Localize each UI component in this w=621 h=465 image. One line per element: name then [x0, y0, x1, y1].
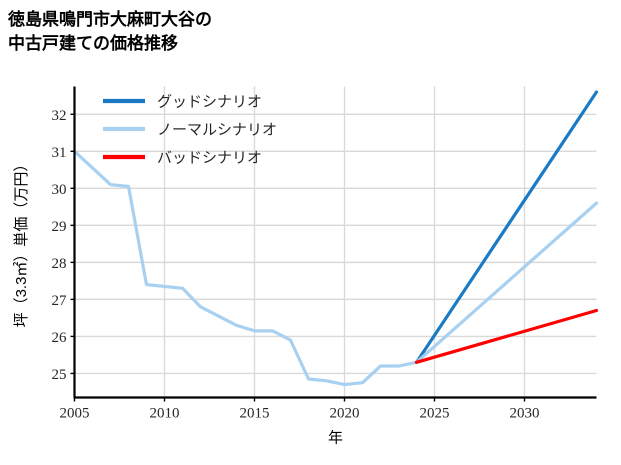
x-tick-label: 2025 — [420, 406, 450, 422]
series-line — [414, 90, 599, 364]
y-tick-label: 26 — [52, 330, 68, 346]
x-tick-label: 2015 — [240, 406, 270, 422]
series-line — [414, 201, 599, 364]
axes-layer — [70, 86, 597, 402]
x-axis-title: 年 — [328, 430, 343, 447]
series-line — [72, 149, 419, 387]
x-tick-label: 2010 — [150, 406, 180, 422]
y-tick-label: 32 — [52, 108, 67, 124]
x-tick-label: 2030 — [510, 406, 540, 422]
y-tick-label: 30 — [52, 182, 67, 198]
y-tick-label: 28 — [52, 256, 67, 272]
x-tick-label: 2005 — [60, 406, 90, 422]
data-series-layer — [72, 90, 599, 387]
series-line — [414, 308, 599, 364]
page-title: 徳島県鳴門市大麻町大谷の 中古戸建ての価格推移 — [8, 10, 212, 54]
legend-item-label: ノーマルシナリオ — [157, 123, 277, 139]
y-tick-label: 29 — [52, 219, 67, 235]
legend-item-label: バッドシナリオ — [157, 151, 262, 167]
y-tick-label: 25 — [52, 367, 67, 383]
x-tick-label: 2020 — [330, 406, 360, 422]
y-tick-label: 27 — [52, 293, 68, 309]
gridlines — [74, 86, 597, 398]
legend-item-label: グッドシナリオ — [157, 94, 262, 111]
axis-titles: 年 坪（3.3㎡）単価（万円） — [13, 157, 343, 447]
axis-tick-labels: 25 26 27 28 29 30 31 32 2005 2010 2015 2020 2025 2030 — [52, 108, 540, 422]
y-axis-title: 坪（3.3㎡）単価（万円） — [13, 157, 30, 328]
y-tick-label: 31 — [52, 145, 67, 161]
